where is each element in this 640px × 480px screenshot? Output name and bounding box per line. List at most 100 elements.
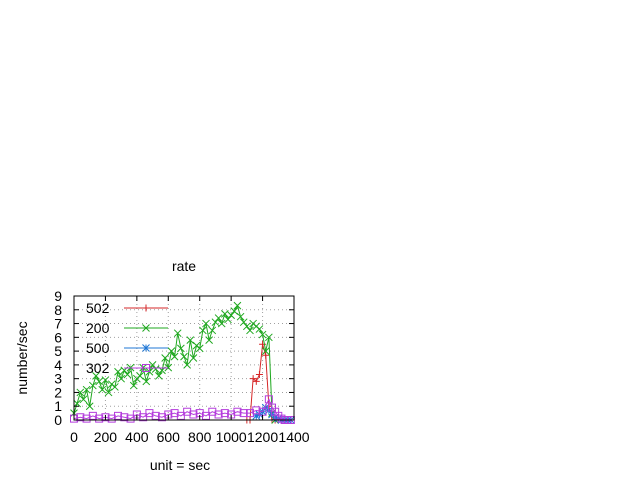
data-point <box>176 411 185 420</box>
data-point <box>202 319 210 328</box>
data-point <box>262 351 270 359</box>
series-lines <box>70 301 295 424</box>
data-point <box>252 406 261 415</box>
data-point <box>145 409 154 418</box>
data-point <box>220 409 229 418</box>
legend-label: 500 <box>86 340 110 356</box>
data-point <box>155 372 163 380</box>
data-point <box>148 361 157 369</box>
data-point <box>252 377 260 385</box>
y-tick-label: 4 <box>54 357 62 373</box>
data-point <box>89 381 97 390</box>
data-point <box>161 354 169 362</box>
x-tick-label: 400 <box>125 429 149 445</box>
data-point <box>164 363 173 372</box>
data-point <box>76 413 85 422</box>
plot-frame <box>73 295 295 421</box>
data-point <box>243 322 251 331</box>
data-point <box>173 329 182 338</box>
data-point <box>211 318 220 327</box>
data-point <box>252 412 261 420</box>
data-point <box>233 301 242 310</box>
data-point <box>126 414 135 423</box>
data-point <box>111 383 119 391</box>
data-point <box>239 318 248 327</box>
data-point <box>82 414 91 423</box>
x-tick-label: 1000 <box>216 429 247 445</box>
data-point <box>255 371 263 379</box>
data-point <box>114 411 122 420</box>
y-tick-label: 6 <box>54 329 62 345</box>
series-200 <box>70 301 279 424</box>
data-point <box>261 347 270 355</box>
legend-label: 200 <box>86 320 110 336</box>
data-point <box>217 319 226 328</box>
data-point <box>233 407 242 416</box>
data-point <box>195 344 204 353</box>
series-line <box>73 398 291 421</box>
data-point <box>186 336 195 344</box>
data-point <box>120 413 129 422</box>
data-point <box>79 395 88 404</box>
data-point <box>183 361 191 369</box>
data-point <box>88 411 97 420</box>
data-point <box>214 410 223 419</box>
y-tick-label: 1 <box>54 398 62 414</box>
data-point <box>183 407 192 416</box>
data-point <box>189 410 198 419</box>
data-point <box>170 352 179 361</box>
data-point <box>258 330 267 339</box>
data-point <box>246 409 254 418</box>
data-point <box>151 365 160 373</box>
data-point <box>92 372 100 380</box>
data-point <box>95 414 104 423</box>
data-point <box>82 385 91 394</box>
y-axis-label: number/sec <box>14 321 30 394</box>
data-point <box>221 310 229 318</box>
legend-marker <box>142 364 150 372</box>
data-point <box>265 333 273 342</box>
data-point <box>117 374 125 383</box>
x-tick-label: 800 <box>188 429 212 445</box>
data-point <box>214 314 223 322</box>
data-point <box>95 377 103 386</box>
x-tick-label: 600 <box>157 429 181 445</box>
data-point <box>151 411 160 420</box>
chart-title: rate <box>172 258 196 274</box>
legend-marker <box>142 304 150 312</box>
x-tick-label: 0 <box>70 429 78 445</box>
data-point <box>236 312 245 321</box>
data-point <box>139 413 148 422</box>
y-tick-label: 9 <box>54 288 62 304</box>
grid <box>74 296 294 420</box>
data-point <box>142 377 151 386</box>
y-tick-label: 0 <box>54 412 62 428</box>
x-tick-label: 200 <box>94 429 118 445</box>
y-tick-label: 2 <box>54 384 62 400</box>
legend-label: 502 <box>86 300 110 316</box>
data-point <box>239 409 248 418</box>
y-tick-label: 5 <box>54 343 62 359</box>
data-point <box>246 326 254 335</box>
data-point <box>107 414 116 423</box>
data-point <box>101 413 110 422</box>
ticks <box>73 295 295 421</box>
data-point <box>170 409 179 418</box>
data-point <box>98 385 107 394</box>
data-point <box>114 367 122 376</box>
x-tick-label: 1200 <box>247 429 278 445</box>
legend-marker <box>142 344 150 352</box>
data-point <box>167 347 176 355</box>
data-point <box>189 354 198 362</box>
data-point <box>227 311 235 320</box>
data-point <box>136 372 144 380</box>
legend-marker <box>142 324 150 332</box>
data-point <box>264 395 273 404</box>
data-point <box>101 376 110 384</box>
legend: 502 200 500 302 <box>86 300 168 376</box>
data-point <box>208 326 217 335</box>
x-axis-label: unit = sec <box>150 457 210 473</box>
data-point <box>208 407 217 416</box>
x-tick-label: 1400 <box>278 429 309 445</box>
